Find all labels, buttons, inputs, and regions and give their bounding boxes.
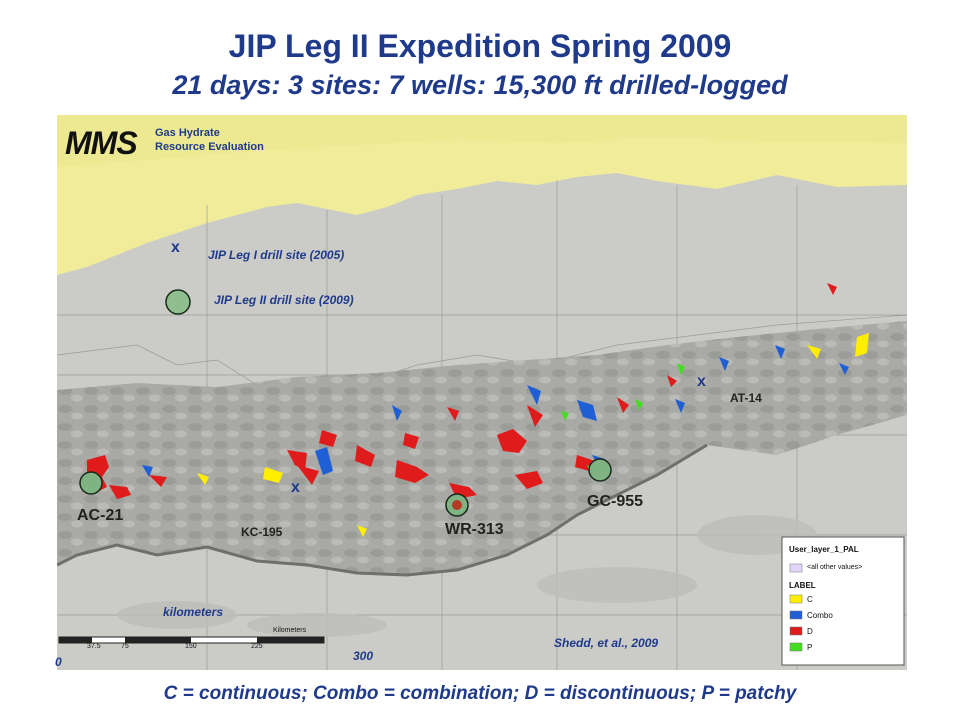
gulf-of-mexico-map: MMS Gas Hydrate Resource Evaluation x JI… — [55, 115, 908, 670]
legend-item-combo: Combo — [807, 611, 833, 620]
key-leg2-label: JIP Leg II drill site (2009) — [214, 293, 354, 307]
mms-logo: MMS — [65, 125, 138, 161]
slope-relief — [57, 321, 907, 575]
scale-title: kilometers — [163, 605, 224, 619]
logo-line-1: Gas Hydrate — [155, 127, 220, 139]
legend-swatch-d — [789, 626, 803, 636]
scale-tick-225: 225 — [251, 643, 263, 650]
key-leg1-label: JIP Leg I drill site (2005) — [208, 248, 345, 262]
leg2-drill-sites — [79, 289, 612, 517]
leg1-site-kc195-x-icon: x — [291, 479, 300, 496]
citation: Shedd, et al., 2009 — [554, 636, 659, 650]
slide-subtitle: 21 days: 3 sites: 7 wells: 15,300 ft dri… — [172, 70, 788, 100]
scale-tick-75: 75 — [121, 643, 129, 650]
site-wr313-core — [452, 500, 462, 510]
scale-tick-150: 150 — [185, 643, 197, 650]
key-leg2-circle-icon — [165, 289, 191, 315]
site-label-at14: AT-14 — [730, 391, 762, 405]
site-label-gc955: GC-955 — [587, 493, 644, 510]
coastline-land — [57, 115, 907, 275]
legend-label-header: LABEL — [789, 581, 816, 590]
legend-swatch-other — [789, 563, 803, 573]
legend-swatch-c — [789, 594, 803, 604]
scale-tick-37-5: 37.5 — [87, 643, 101, 650]
legend-box — [781, 536, 905, 666]
legend-other-label: <all other values> — [807, 564, 863, 571]
legend-item-c: C — [807, 595, 813, 604]
site-label-ac21: AC-21 — [77, 507, 124, 524]
site-gc955-marker[interactable] — [588, 458, 612, 482]
sigsbee-escarpment — [56, 443, 708, 577]
scale-right-value: 300 — [353, 649, 374, 663]
legend-item-p: P — [807, 643, 813, 652]
site-ac21-marker[interactable] — [79, 471, 103, 495]
slide-title: JIP Leg II Expedition Spring 2009 — [228, 28, 732, 64]
legend-swatch-combo — [789, 610, 803, 620]
hydrate-polygons-discontinuous — [87, 283, 837, 499]
footer-definitions: C = continuous; Combo = combination; D =… — [163, 683, 797, 704]
key-leg1-x-icon: x — [171, 239, 180, 256]
scale-left-value: 0 — [55, 655, 62, 669]
map-canvas — [56, 115, 908, 670]
leg1-site-at14-x-icon: x — [697, 373, 706, 390]
legend-swatch-p — [789, 642, 803, 652]
scale-unit-label: Kilometers — [273, 627, 307, 634]
legend-layer-name: User_layer_1_PAL — [789, 545, 859, 554]
site-label-kc195: KC-195 — [241, 525, 283, 539]
logo-line-2: Resource Evaluation — [155, 141, 264, 153]
site-label-wr313: WR-313 — [445, 521, 504, 538]
hydrate-polygons-continuous — [197, 333, 869, 537]
scale-bar — [58, 636, 325, 644]
legend-item-d: D — [807, 627, 813, 636]
inland-region — [57, 115, 907, 167]
